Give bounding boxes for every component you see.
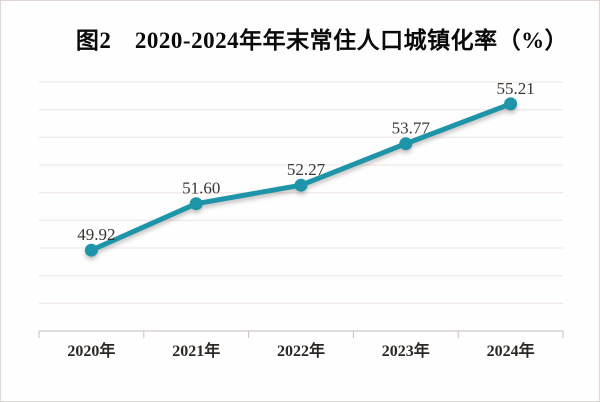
data-point-marker	[84, 243, 98, 257]
data-point-label: 53.77	[392, 119, 431, 138]
x-axis-label: 2024年	[487, 341, 535, 360]
data-point-marker	[504, 97, 518, 111]
x-axis-label: 2022年	[277, 341, 325, 360]
data-point-label: 51.60	[182, 179, 220, 198]
x-axis-label: 2021年	[172, 341, 220, 360]
series-group	[84, 97, 518, 257]
x-axis-label: 2023年	[382, 341, 430, 360]
data-point-marker	[189, 197, 203, 211]
x-axis-label: 2020年	[67, 341, 115, 360]
chart-title: 图2 2020-2024年年末常住人口城镇化率（%）	[75, 28, 569, 53]
data-point-label: 49.92	[77, 225, 115, 244]
data-point-marker	[399, 137, 413, 151]
data-point-marker	[294, 178, 308, 192]
data-point-label: 52.27	[287, 160, 326, 179]
data-point-label: 55.21	[496, 79, 534, 98]
